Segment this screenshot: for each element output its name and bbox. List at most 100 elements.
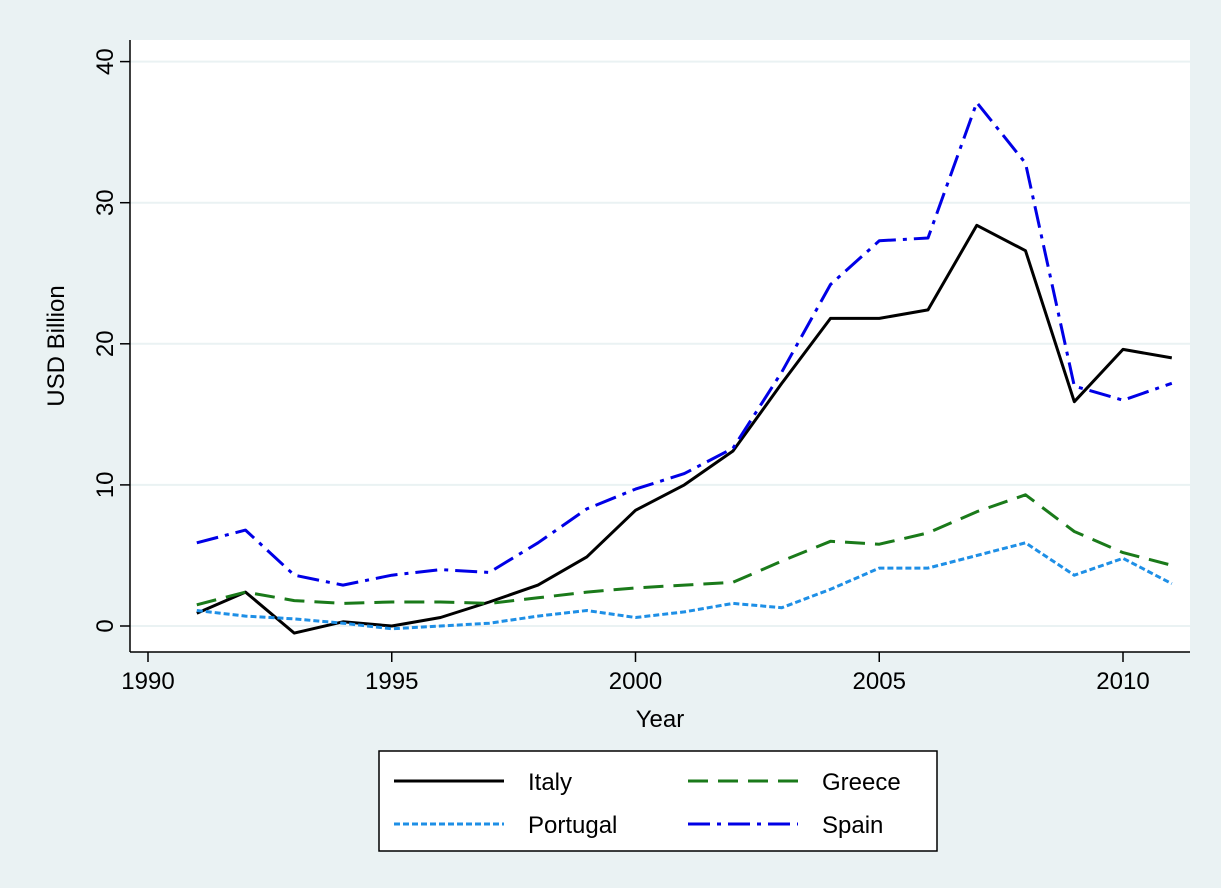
point-greece-2002 <box>732 581 735 584</box>
point-spain-2007 <box>975 101 978 104</box>
point-italy-1996 <box>439 616 442 619</box>
point-portugal-1993 <box>293 617 296 620</box>
point-italy-2002 <box>732 450 735 453</box>
legend-label-italy: Italy <box>528 769 572 796</box>
legend: Italy Greece Portugal Spain <box>378 750 938 852</box>
point-greece-2009 <box>1073 530 1076 533</box>
point-greece-1992 <box>244 591 247 594</box>
x-axis-label: Year <box>636 706 685 733</box>
point-greece-1998 <box>537 596 540 599</box>
point-portugal-2002 <box>732 602 735 605</box>
point-spain-1997 <box>488 571 491 574</box>
point-portugal-1995 <box>390 627 393 630</box>
y-tick-label-20: 20 <box>92 330 119 357</box>
point-greece-2011 <box>1170 564 1173 567</box>
point-portugal-2007 <box>975 554 978 557</box>
point-spain-2010 <box>1122 399 1125 402</box>
point-italy-1993 <box>293 632 296 635</box>
point-italy-2011 <box>1170 356 1173 359</box>
point-greece-2003 <box>780 560 783 563</box>
series-line-spain <box>196 101 1173 587</box>
point-portugal-1999 <box>585 609 588 612</box>
point-italy-2010 <box>1122 348 1125 351</box>
y-tick-label-10: 10 <box>92 472 119 499</box>
legend-label-spain: Spain <box>822 812 883 839</box>
point-spain-2002 <box>732 447 735 450</box>
point-portugal-2003 <box>780 606 783 609</box>
point-spain-1995 <box>390 574 393 577</box>
point-portugal-2001 <box>683 610 686 613</box>
point-greece-1996 <box>439 601 442 604</box>
point-spain-1998 <box>537 541 540 544</box>
point-italy-2007 <box>975 224 978 227</box>
point-spain-2005 <box>878 239 881 242</box>
point-portugal-1996 <box>439 625 442 628</box>
point-spain-2011 <box>1170 382 1173 385</box>
axis-layer: 0 10 20 30 40 1990 1995 2000 2005 2010 <box>92 40 1190 695</box>
point-portugal-1992 <box>244 615 247 618</box>
point-italy-1998 <box>537 584 540 587</box>
point-greece-2000 <box>634 586 637 589</box>
x-tick-label-2010: 2010 <box>1096 668 1149 695</box>
point-spain-1999 <box>585 507 588 510</box>
point-greece-2007 <box>975 510 978 513</box>
point-spain-1993 <box>293 574 296 577</box>
point-spain-2006 <box>927 236 930 239</box>
point-portugal-2010 <box>1122 557 1125 560</box>
series-line-portugal <box>196 541 1173 631</box>
point-greece-2001 <box>683 584 686 587</box>
point-portugal-2008 <box>1024 541 1027 544</box>
point-spain-2008 <box>1024 162 1027 165</box>
point-portugal-2000 <box>634 616 637 619</box>
point-greece-2005 <box>878 543 881 546</box>
point-greece-2010 <box>1122 551 1125 554</box>
point-greece-1999 <box>585 591 588 594</box>
plot-area <box>130 40 1190 652</box>
legend-label-portugal: Portugal <box>528 812 617 839</box>
point-spain-1991 <box>195 541 198 544</box>
point-spain-2003 <box>780 371 783 374</box>
point-italy-1991 <box>195 612 198 615</box>
point-italy-1995 <box>390 625 393 628</box>
point-portugal-2009 <box>1073 574 1076 577</box>
point-italy-2003 <box>780 382 783 385</box>
point-spain-2000 <box>634 488 637 491</box>
point-italy-2008 <box>1024 249 1027 252</box>
point-portugal-1998 <box>537 615 540 618</box>
point-italy-2001 <box>683 483 686 486</box>
point-portugal-2011 <box>1170 582 1173 585</box>
grid-layer <box>130 60 1190 627</box>
point-portugal-2005 <box>878 567 881 570</box>
point-portugal-1997 <box>488 622 491 625</box>
y-tick-label-40: 40 <box>92 48 119 75</box>
y-tick-label-0: 0 <box>92 619 119 632</box>
legend-label-greece: Greece <box>822 769 901 796</box>
x-tick-label-2000: 2000 <box>609 668 662 695</box>
point-portugal-2004 <box>829 588 832 591</box>
x-tick-label-2005: 2005 <box>853 668 906 695</box>
point-portugal-1991 <box>195 609 198 612</box>
point-italy-2009 <box>1073 400 1076 403</box>
point-spain-2009 <box>1073 385 1076 388</box>
series-line-italy <box>196 223 1173 635</box>
point-portugal-2006 <box>927 567 930 570</box>
point-greece-2004 <box>829 540 832 543</box>
series-layer <box>195 101 1173 635</box>
point-italy-2000 <box>634 509 637 512</box>
point-italy-2006 <box>927 308 930 311</box>
x-tick-label-1995: 1995 <box>365 668 418 695</box>
point-spain-2001 <box>683 472 686 475</box>
y-tick-label-30: 30 <box>92 189 119 216</box>
point-italy-1999 <box>585 555 588 558</box>
point-greece-1994 <box>342 602 345 605</box>
point-spain-1996 <box>439 568 442 571</box>
point-spain-1994 <box>342 584 345 587</box>
series-line-greece <box>196 493 1173 607</box>
point-spain-2004 <box>829 283 832 286</box>
point-greece-1993 <box>293 599 296 602</box>
point-greece-1997 <box>488 602 491 605</box>
point-italy-2005 <box>878 317 881 320</box>
point-greece-2006 <box>927 531 930 534</box>
point-greece-1995 <box>390 601 393 604</box>
